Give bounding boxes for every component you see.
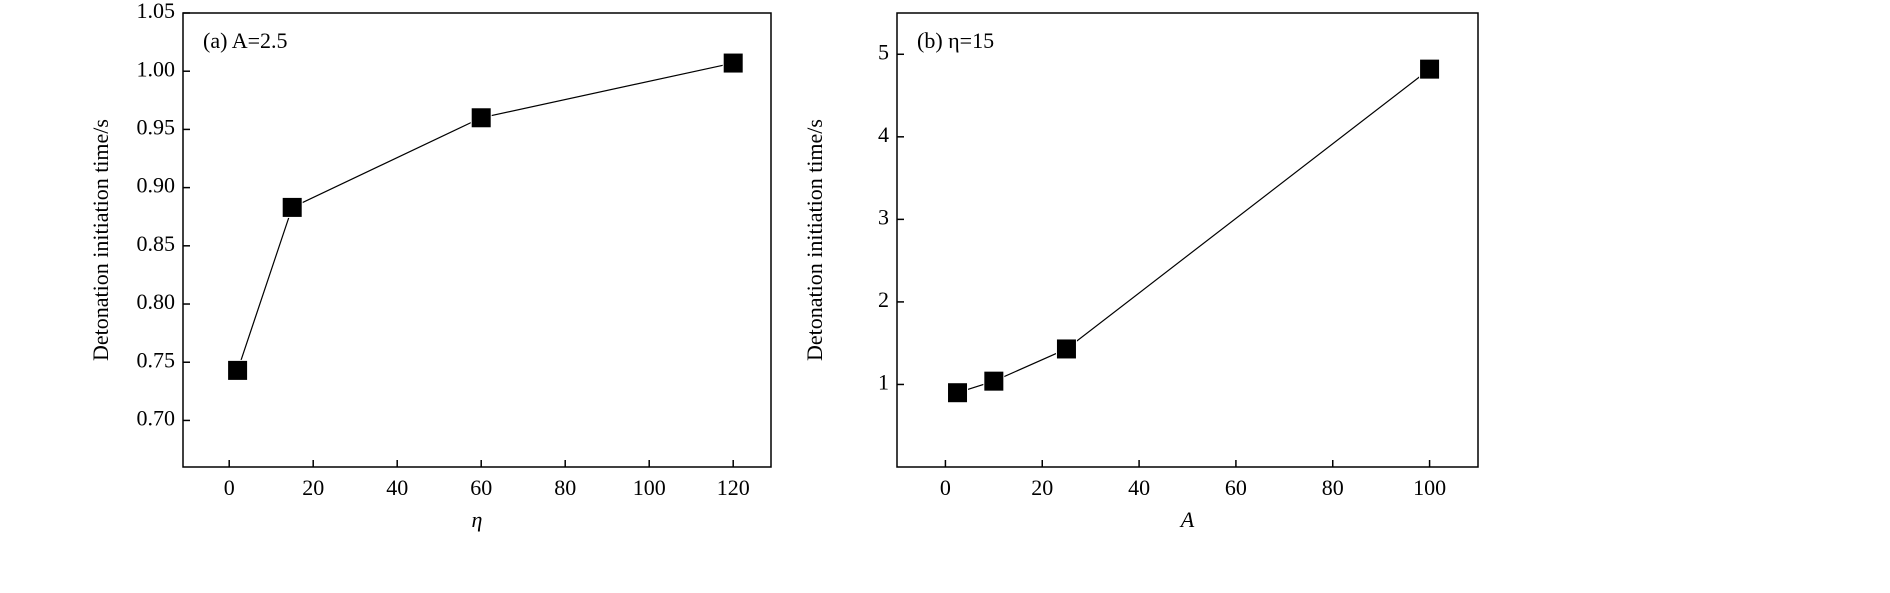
x-tick-label: 100 <box>633 475 666 500</box>
y-axis-label: Detonation initiation time/s <box>802 119 827 361</box>
marker <box>470 107 492 129</box>
y-tick-label: 1.05 <box>137 0 176 23</box>
marker <box>1419 58 1441 80</box>
x-axis-label: η <box>472 507 483 532</box>
x-tick-label: 80 <box>1322 475 1344 500</box>
marker <box>1055 338 1077 360</box>
marker <box>947 382 969 404</box>
marker <box>983 370 1005 392</box>
y-axis-label: Detonation initiation time/s <box>88 119 113 361</box>
y-tick-label: 5 <box>878 39 889 64</box>
x-tick-label: 20 <box>302 475 324 500</box>
y-tick-label: 0.85 <box>137 231 176 256</box>
annotation: (a) A=2.5 <box>203 28 288 53</box>
x-axis-label: A <box>1179 507 1195 532</box>
x-tick-label: 120 <box>717 475 750 500</box>
y-tick-label: 1.00 <box>137 56 176 81</box>
y-tick-label: 4 <box>878 122 889 147</box>
x-tick-label: 40 <box>1128 475 1150 500</box>
marker <box>281 196 303 218</box>
x-tick-label: 0 <box>224 475 235 500</box>
line <box>957 68 1430 394</box>
x-tick-label: 40 <box>386 475 408 500</box>
y-tick-label: 2 <box>878 287 889 312</box>
y-tick-label: 0.80 <box>137 289 176 314</box>
y-tick-label: 3 <box>878 204 889 229</box>
y-tick-label: 0.95 <box>137 114 176 139</box>
plot-frame <box>182 12 772 468</box>
line <box>237 62 734 371</box>
marker <box>722 52 744 74</box>
plot-frame <box>896 12 1479 468</box>
y-tick-label: 0.75 <box>137 347 176 372</box>
annotation: (b) η=15 <box>917 28 994 53</box>
y-tick-label: 0.90 <box>137 173 176 198</box>
x-tick-label: 60 <box>470 475 492 500</box>
y-tick-label: 0.70 <box>137 405 176 430</box>
marker <box>227 359 249 381</box>
y-tick-label: 1 <box>878 370 889 395</box>
x-tick-label: 80 <box>554 475 576 500</box>
x-tick-label: 0 <box>940 475 951 500</box>
x-tick-label: 100 <box>1413 475 1446 500</box>
x-tick-label: 60 <box>1225 475 1247 500</box>
x-tick-label: 20 <box>1031 475 1053 500</box>
